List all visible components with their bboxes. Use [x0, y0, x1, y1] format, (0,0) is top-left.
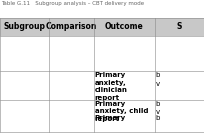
- Text: Primary: Primary: [95, 115, 126, 121]
- Bar: [0, 36, 204, 71]
- Text: b
v: b v: [156, 101, 160, 115]
- Bar: [0, 18, 204, 36]
- Text: b
v: b v: [156, 72, 160, 87]
- Text: Comparison: Comparison: [46, 22, 97, 31]
- Text: Subgroup: Subgroup: [3, 22, 45, 31]
- Text: S: S: [177, 22, 182, 31]
- Bar: [0, 100, 204, 114]
- Bar: [0, 71, 204, 100]
- Text: b: b: [156, 115, 160, 121]
- Text: Primary
anxiety,
clinician
report: Primary anxiety, clinician report: [95, 72, 128, 101]
- Text: Outcome: Outcome: [105, 22, 144, 31]
- Text: Table G.11   Subgroup analysis – CBT delivery mode: Table G.11 Subgroup analysis – CBT deliv…: [1, 1, 144, 6]
- Text: Primary
anxiety, child
report: Primary anxiety, child report: [95, 101, 148, 122]
